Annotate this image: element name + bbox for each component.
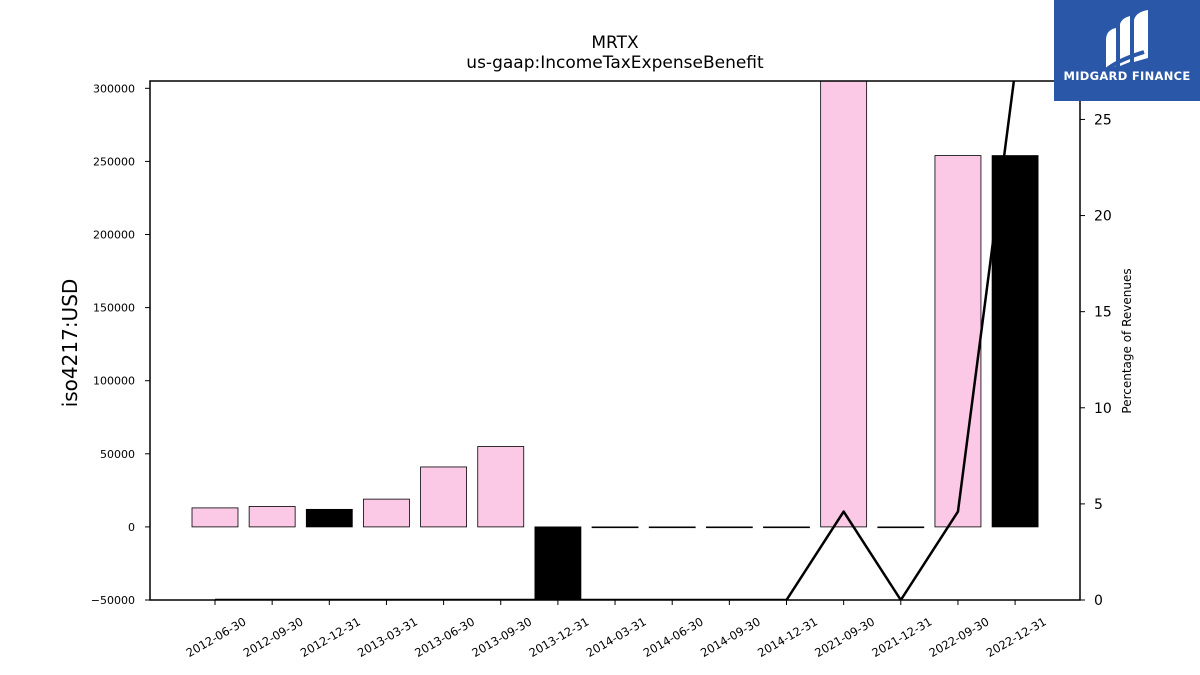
- y-tick-label: 250000: [93, 155, 135, 168]
- bar: [248, 506, 296, 528]
- bar: [477, 446, 525, 528]
- midgard-logo-icon: [1104, 10, 1148, 72]
- x-tick-label: 2013-09-30: [469, 614, 534, 660]
- y2-tick-label: 0: [1094, 593, 1103, 609]
- bar: [591, 526, 639, 529]
- y2-tick-label: 25: [1094, 112, 1112, 128]
- y2-tick-label: 10: [1094, 401, 1112, 417]
- x-tick-label: 2014-09-30: [698, 614, 763, 660]
- chart-subtitle: us-gaap:IncomeTaxExpenseBenefit: [466, 53, 764, 73]
- y2-axis-label: Percentage of Revenues: [1120, 268, 1134, 413]
- brand-name: MIDGARD FINANCE: [1063, 69, 1191, 83]
- x-tick-label: 2012-12-31: [298, 614, 363, 660]
- y-axis-ticks: −50000 0 50000 100000 150000 200000 250000 3000…: [91, 82, 150, 607]
- y2-axis-ticks: 0 5 10 15 20 25: [1080, 112, 1112, 609]
- x-tick-label: 2013-03-31: [355, 614, 420, 660]
- bar: [705, 526, 753, 529]
- y-axis-label: iso4217:USD: [58, 279, 82, 408]
- y2-tick-label: 20: [1094, 209, 1112, 225]
- y-tick-label: 200000: [93, 229, 135, 242]
- y2-tick-label: 5: [1094, 497, 1103, 513]
- x-tick-label: 2014-12-31: [755, 614, 820, 660]
- x-tick-label: 2012-09-30: [241, 614, 306, 660]
- x-tick-label: 2012-06-30: [184, 614, 249, 660]
- bar: [820, 80, 868, 528]
- bar: [877, 526, 925, 529]
- bar: [420, 466, 468, 528]
- x-tick-label: 2014-06-30: [641, 614, 706, 660]
- bar: [763, 526, 810, 529]
- x-tick-label: 2013-12-31: [527, 614, 592, 660]
- y-tick-label: 300000: [93, 82, 135, 95]
- bar: [648, 526, 696, 529]
- x-tick-label: 2021-09-30: [812, 614, 877, 660]
- y-tick-label: 0: [128, 521, 135, 534]
- x-axis-ticks: 2012-06-302012-09-302012-12-312013-03-31…: [184, 600, 1049, 660]
- y-tick-label: 150000: [93, 302, 135, 315]
- x-tick-label: 2021-12-31: [869, 614, 934, 660]
- x-tick-label: 2022-12-31: [984, 614, 1049, 660]
- x-tick-label: 2022-09-30: [927, 614, 992, 660]
- brand-logo: MIDGARD FINANCE: [1054, 0, 1200, 101]
- bar: [191, 507, 239, 528]
- y-tick-label: 100000: [93, 375, 135, 388]
- percentage-line: [215, 81, 1016, 600]
- line-layer: [215, 81, 1016, 600]
- bar: [991, 155, 1039, 528]
- y2-tick-label: 15: [1094, 305, 1112, 321]
- y-tick-label: 50000: [100, 448, 135, 461]
- bar: [305, 508, 353, 528]
- bar: [934, 155, 982, 528]
- x-tick-label: 2013-06-30: [412, 614, 477, 660]
- chart-title: MRTX: [591, 33, 639, 53]
- bar: [534, 526, 582, 601]
- bar: [363, 498, 410, 528]
- y-tick-label: −50000: [91, 594, 135, 607]
- bars-layer: [191, 80, 1039, 601]
- x-tick-label: 2014-03-31: [584, 614, 649, 660]
